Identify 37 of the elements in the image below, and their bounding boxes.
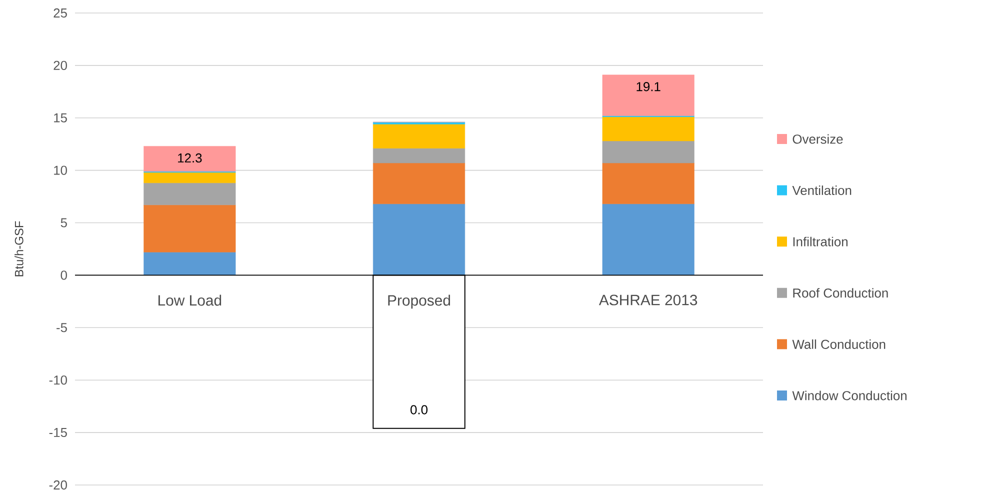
bar — [144, 146, 236, 172]
bar — [602, 116, 694, 142]
legend-label: Oversize — [792, 134, 843, 144]
bar — [144, 182, 236, 206]
legend-label: Wall Conduction — [792, 339, 886, 349]
bar — [602, 204, 694, 276]
bar — [372, 148, 466, 164]
bar — [144, 204, 236, 252]
bar — [602, 74, 694, 116]
y-tick-label: 5 — [60, 218, 67, 228]
bar — [372, 204, 466, 276]
y-tick-label: -20 — [49, 480, 67, 490]
total-label: 19.1 — [636, 82, 660, 92]
x-tick-label: Low Load — [158, 294, 222, 306]
annotation: 0.0 — [410, 405, 428, 414]
y-tick-label: 20 — [54, 60, 67, 70]
total-label: 12.3 — [178, 153, 202, 163]
bar — [144, 172, 236, 184]
legend-label: Infiltration — [793, 236, 848, 246]
bar — [372, 162, 466, 204]
y-axis-title: Btu/h-GSF — [14, 221, 24, 276]
legend-label: Window Conduction — [792, 390, 907, 400]
y-tick-label: 10 — [54, 166, 67, 175]
legend-label: Roof Conduction — [793, 288, 888, 298]
y-tick-label: -5 — [56, 323, 67, 332]
y-tick-label: -10 — [49, 376, 67, 385]
y-tick-label: -15 — [49, 428, 67, 438]
x-tick-label: Proposed — [388, 294, 450, 309]
bar — [372, 124, 466, 148]
y-tick-label: 25 — [54, 8, 67, 18]
y-tick-label: 15 — [54, 113, 67, 122]
bar — [602, 140, 694, 164]
bar — [602, 162, 694, 204]
legend-label: Ventilation — [792, 186, 852, 196]
x-tick-label: ASHRAE 2013 — [598, 294, 698, 306]
y-tick-label: 0 — [60, 270, 67, 280]
bar — [144, 252, 236, 276]
